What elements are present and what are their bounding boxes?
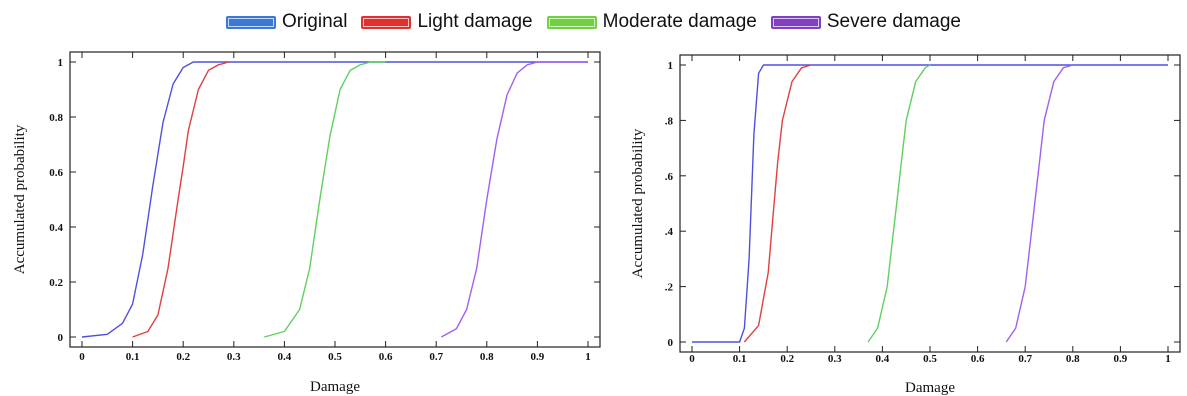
chart-1-x-tick-label: 0.2 — [176, 351, 190, 363]
chart-1-y-axis-label: Accumulated probability — [12, 124, 28, 274]
legend-swatch-original — [225, 15, 276, 29]
chart-2-series-light-damage — [743, 64, 812, 343]
legend-item-original: Original — [225, 11, 348, 33]
legend-swatch-severe-damage — [770, 15, 821, 29]
chart-1-x-tick-label: 0.5 — [328, 351, 342, 363]
chart-1-x-tick-label: 0.7 — [429, 351, 443, 363]
chart-2: 0 0.1 0.2 0.3 0.4 0.5 0.6 0.7 0.8 0.9 10.2.4.6.81D… — [630, 54, 1181, 396]
chart-2-x-tick-label: 0.8 — [1066, 353, 1080, 365]
chart-2-x-tick-label: 1 — [1165, 353, 1171, 365]
chart-2-series-moderate-damage — [867, 64, 931, 343]
legend-item-moderate-damage: Moderate damage — [546, 11, 757, 33]
chart-1-plot-frame — [69, 51, 601, 348]
legend-label-light-damage: Light damage — [417, 11, 533, 32]
chart-1-series-moderate-damage — [264, 61, 386, 338]
chart-1-x-tick-label: 0.9 — [531, 351, 545, 363]
chart-2-y-tick-label: 1 — [668, 60, 674, 72]
chart-1-x-tick-label: 0.8 — [480, 351, 494, 363]
legend-swatch-light-damage — [361, 15, 412, 29]
chart-2-plot-frame — [679, 54, 1181, 353]
chart-2-x-tick-label: 0.2 — [780, 353, 794, 365]
chart-1-y-tick-label: 0.2 — [49, 277, 63, 289]
chart-1-y-tick-label: 0.6 — [49, 167, 63, 179]
legend-label-original: Original — [281, 11, 348, 32]
chart-1-y-tick-label: 0 — [58, 332, 64, 344]
chart-1-y-tick-label: 0.4 — [49, 222, 63, 234]
chart-1-y-tick-label: 0.8 — [49, 112, 63, 124]
chart-1-x-tick-label: 0.3 — [227, 351, 241, 363]
legend: Original Light damage Moderate damage Se… — [0, 4, 1187, 40]
chart-2-x-axis-label: Damage — [905, 380, 955, 396]
chart-1-x-axis-label: Damage — [310, 379, 360, 395]
chart-2-x-tick-label: 0.3 — [828, 353, 842, 365]
chart-2-y-tick-label: .8 — [665, 115, 674, 127]
chart-2-x-tick-label: 0.1 — [733, 353, 747, 365]
chart-1-series-light-damage — [132, 61, 229, 338]
chart-2-y-tick-label: 0 — [668, 337, 674, 349]
chart-2-x-tick-label: 0 — [689, 353, 695, 365]
legend-label-severe-damage: Severe damage — [826, 11, 961, 32]
legend-item-light-damage: Light damage — [361, 11, 533, 33]
legend-item-severe-damage: Severe damage — [770, 11, 961, 33]
chart-1: 0 0.1 0.2 0.3 0.4 0.5 0.6 0.7 0.8 0.9 1 0 0.2 0.4 0.6 0… — [12, 51, 601, 395]
legend-swatch-moderate-damage — [546, 15, 597, 29]
chart-1-series-severe-damage — [440, 61, 588, 338]
chart-2-x-tick-label: 0.7 — [1018, 353, 1032, 365]
chart-1-x-tick-label: 0.6 — [379, 351, 393, 363]
chart-2-y-axis-label: Accumulated probability — [630, 128, 646, 278]
chart-2-y-tick-label: .4 — [665, 226, 674, 238]
chart-2-y-tick-label: .6 — [665, 171, 674, 183]
chart-1-y-tick-label: 1 — [58, 57, 64, 69]
chart-2-x-tick-label: 0.4 — [876, 353, 890, 365]
chart-2-series-severe-damage — [1005, 64, 1073, 343]
legend-label-moderate-damage: Moderate damage — [602, 11, 757, 32]
chart-1-x-tick-label: 0 — [79, 351, 85, 363]
chart-2-x-tick-label: 0.5 — [923, 353, 937, 365]
chart-1-x-tick-label: 1 — [585, 351, 591, 363]
chart-2-x-tick-label: 0.6 — [971, 353, 985, 365]
chart-2-series-original — [692, 64, 1168, 343]
chart-1-x-tick-label: 0.4 — [278, 351, 292, 363]
chart-2-y-tick-label: .2 — [665, 282, 674, 294]
chart-1-x-tick-label: 0.1 — [126, 351, 140, 363]
chart-2-x-tick-label: 0.9 — [1114, 353, 1128, 365]
chart-1-series-original — [81, 61, 588, 338]
